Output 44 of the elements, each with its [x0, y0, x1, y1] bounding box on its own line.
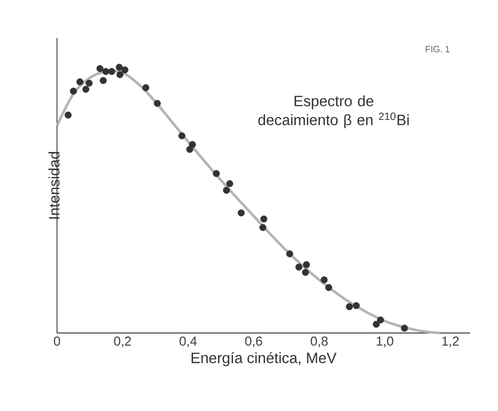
x-tick-label: 0,6: [245, 336, 262, 348]
x-tick-label: 0,2: [114, 336, 131, 348]
point: [212, 170, 220, 178]
point: [64, 112, 72, 119]
point: [108, 68, 116, 75]
point: [154, 100, 161, 107]
point: [346, 303, 353, 310]
point: [238, 209, 245, 216]
point: [76, 78, 84, 86]
x-axis-title: Energía cinética, MeV: [192, 352, 336, 366]
point: [222, 186, 230, 194]
point: [400, 324, 408, 332]
point: [352, 302, 360, 310]
point: [86, 80, 93, 87]
point: [260, 215, 268, 222]
point: [178, 132, 186, 140]
point: [100, 77, 107, 84]
point: [372, 320, 380, 328]
point: [70, 88, 77, 95]
point: [302, 268, 309, 276]
x-tick-label: 0,8: [310, 336, 328, 348]
x-tick-label: 1,0: [376, 336, 394, 348]
point: [82, 86, 90, 93]
point: [121, 66, 128, 74]
point: [259, 224, 266, 231]
point: [295, 264, 302, 271]
annotation: Espectro de decaimiento β en $^{210}$Bi: [258, 95, 409, 128]
point: [320, 276, 328, 284]
point: [186, 146, 194, 153]
point: [377, 316, 384, 324]
point: [226, 180, 234, 188]
point: [102, 68, 110, 75]
x-tick-label: 0: [54, 336, 60, 346]
y-axis-title: Intensidad: [48, 152, 60, 219]
point: [302, 261, 310, 268]
point: [286, 250, 294, 258]
point: [116, 71, 124, 78]
x-tick-label: 0,4: [180, 336, 197, 348]
point: [116, 64, 123, 71]
caption: FIG. 1: [426, 46, 450, 52]
point: [96, 65, 104, 72]
point: [142, 84, 150, 92]
point: [325, 284, 332, 292]
x-tick-label: 1,2: [442, 336, 459, 348]
